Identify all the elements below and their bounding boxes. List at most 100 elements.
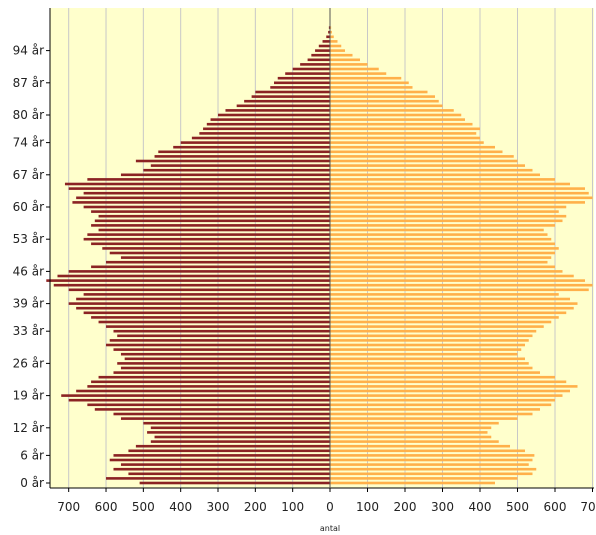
bar-right xyxy=(330,375,555,379)
bar-right xyxy=(330,113,462,117)
bar-left xyxy=(326,35,330,39)
bar-right xyxy=(330,320,552,324)
axes xyxy=(49,8,594,489)
bar-left xyxy=(255,90,330,94)
bar-right xyxy=(330,132,477,135)
bar-left xyxy=(328,26,330,29)
bar-right xyxy=(330,288,589,292)
bar-left xyxy=(91,380,330,384)
bar-left xyxy=(135,159,330,163)
y-tick-label: 94 år xyxy=(13,44,44,58)
bar-left xyxy=(150,426,330,430)
bar-left xyxy=(76,306,330,310)
bar-right xyxy=(330,467,537,471)
bar-right xyxy=(330,187,585,190)
bar-left xyxy=(68,302,330,305)
bar-left xyxy=(218,113,330,117)
bar-right xyxy=(330,283,593,287)
bar-left xyxy=(102,247,330,250)
bar-right xyxy=(330,155,514,158)
bar-right xyxy=(330,104,443,108)
bar-left xyxy=(128,449,330,453)
bar-left xyxy=(91,316,330,319)
x-tick-label: 200 xyxy=(394,500,417,514)
bar-left xyxy=(83,293,330,296)
x-axis-label: antal xyxy=(320,524,340,533)
y-tick-label: 53 år xyxy=(13,232,44,246)
bar-left xyxy=(68,398,330,402)
bar-left xyxy=(98,214,330,218)
bar-right xyxy=(330,81,409,85)
bar-right xyxy=(330,274,574,278)
y-tick-label: 60 år xyxy=(13,200,44,214)
bar-right xyxy=(330,431,488,434)
bar-left xyxy=(158,150,330,154)
bar-right xyxy=(330,366,533,370)
bar-right xyxy=(330,389,570,393)
bar-right xyxy=(330,435,492,439)
bar-left xyxy=(83,205,330,209)
bar-right xyxy=(330,398,555,402)
bar-left xyxy=(206,122,330,126)
bar-right xyxy=(330,293,559,296)
bar-right xyxy=(330,164,525,167)
bar-left xyxy=(117,334,331,338)
bar-left xyxy=(91,224,330,227)
bar-right xyxy=(330,122,473,126)
bar-right xyxy=(330,196,593,200)
bar-left xyxy=(64,182,330,186)
y-tick-label: 39 år xyxy=(13,297,44,311)
bar-left xyxy=(307,58,330,62)
bar-left xyxy=(87,385,330,388)
x-tick-label: 300 xyxy=(431,500,454,514)
bar-left xyxy=(87,233,330,236)
bar-right xyxy=(330,339,529,342)
bar-right xyxy=(330,256,552,259)
bar-right xyxy=(330,458,533,462)
bar-right xyxy=(330,348,522,351)
x-tick-label: 100 xyxy=(281,500,304,514)
x-tick-label: 0 xyxy=(326,500,334,514)
x-tick-label: 300 xyxy=(207,500,230,514)
x-tick-label: 500 xyxy=(506,500,529,514)
x-tick-label: 700 xyxy=(57,500,80,514)
bar-right xyxy=(330,63,368,66)
bar-left xyxy=(106,325,331,328)
bar-right xyxy=(330,380,567,384)
right-series-bars xyxy=(330,26,593,485)
bar-left xyxy=(113,371,331,374)
y-tick-label: 80 år xyxy=(13,108,44,122)
bar-left xyxy=(113,329,331,333)
bar-right xyxy=(330,260,548,264)
bar-right xyxy=(330,279,585,282)
bar-left xyxy=(191,136,330,140)
y-tick-label: 87 år xyxy=(13,76,44,90)
y-tick-label: 46 år xyxy=(13,264,44,278)
bar-left xyxy=(106,260,331,264)
bar-right xyxy=(330,26,332,29)
bar-left xyxy=(109,251,331,255)
bar-right xyxy=(330,205,567,209)
bar-right xyxy=(330,421,499,425)
bar-right xyxy=(330,362,529,365)
bar-right xyxy=(330,173,540,177)
x-tick-label: 200 xyxy=(244,500,267,514)
bar-left xyxy=(109,339,331,342)
x-tick-label: 400 xyxy=(469,500,492,514)
bar-left xyxy=(94,408,330,411)
bar-left xyxy=(143,421,330,425)
x-axis-tick-labels: 700 600 500 400 300 200 100 0 100 200 300 400 500 600… xyxy=(57,488,596,514)
bar-left xyxy=(91,242,330,246)
bar-right xyxy=(330,224,555,227)
bar-right xyxy=(330,145,495,149)
y-tick-label: 26 år xyxy=(13,356,44,370)
bar-left xyxy=(113,412,331,416)
bar-left xyxy=(311,53,330,57)
bar-right xyxy=(330,118,465,121)
bar-left xyxy=(46,279,331,282)
x-tick-label: 500 xyxy=(132,500,155,514)
bar-right xyxy=(330,408,540,411)
y-tick-label: 12 år xyxy=(13,421,44,435)
bar-left xyxy=(154,435,330,439)
